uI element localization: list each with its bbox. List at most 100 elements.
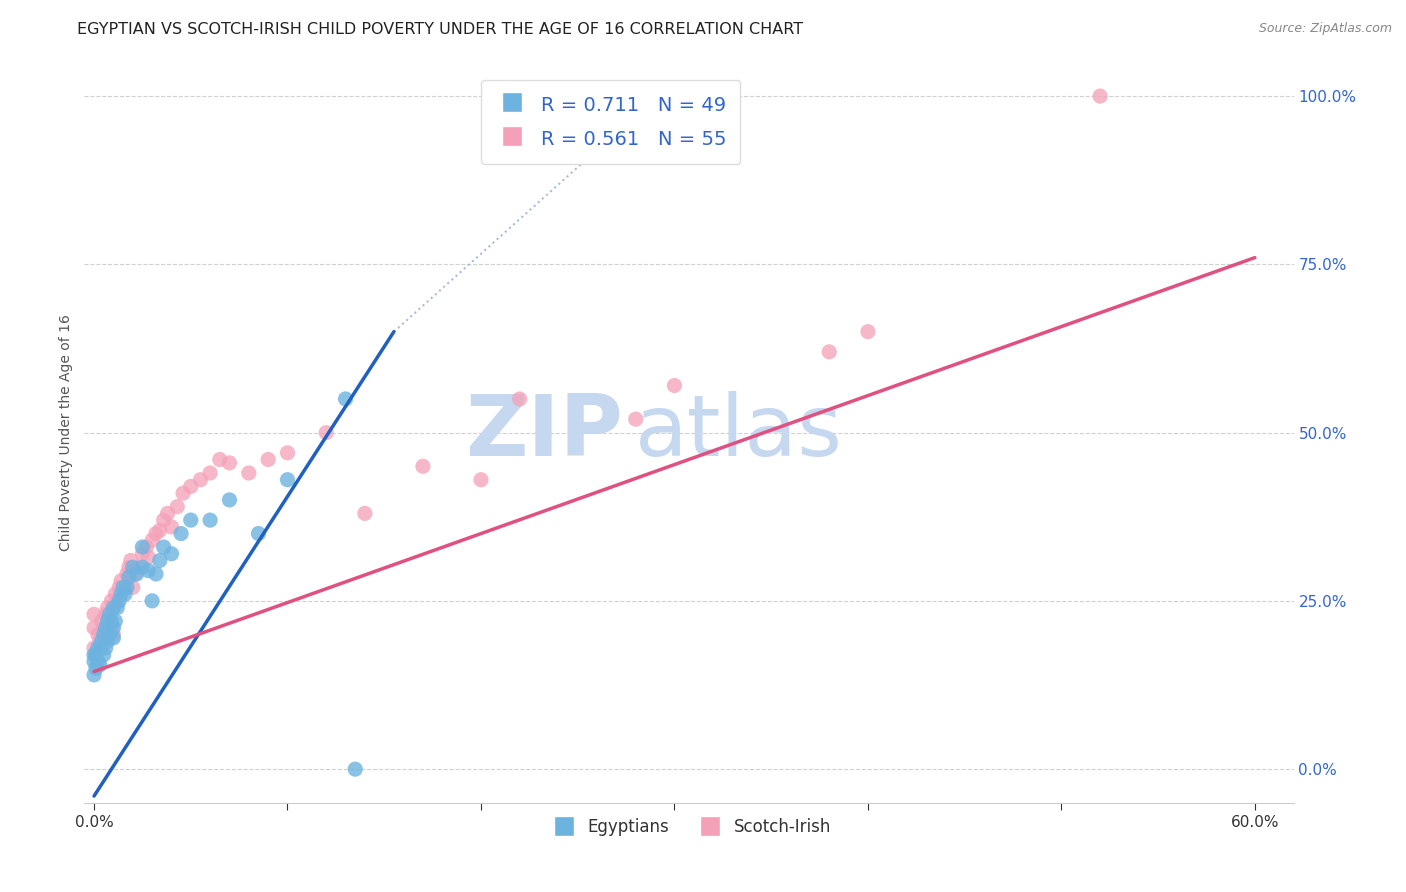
Point (97, 614, 120, 628)
Point (100, 614, 122, 628)
Point (115, 581, 138, 595)
Point (160, 520, 183, 534)
Point (93, 648, 115, 662)
Point (97, 600, 120, 615)
Point (172, 486, 194, 500)
Point (103, 600, 125, 615)
Point (83, 621, 105, 635)
Point (89, 634, 111, 648)
Point (103, 621, 125, 635)
Point (856, 325, 879, 339)
Point (131, 560, 153, 574)
Point (112, 583, 135, 598)
Point (276, 473, 298, 487)
Point (100, 594, 122, 608)
Point (121, 560, 143, 574)
Point (818, 344, 841, 359)
Point (89, 657, 111, 672)
Point (141, 533, 163, 548)
Point (156, 507, 179, 521)
Point (83, 607, 105, 622)
Text: ZIP: ZIP (465, 391, 623, 475)
Point (315, 425, 337, 440)
Point (141, 594, 163, 608)
Point (105, 594, 128, 608)
Legend: Egyptians, Scotch-Irish: Egyptians, Scotch-Irish (540, 811, 838, 843)
Point (118, 570, 141, 584)
Point (98, 627, 121, 641)
Point (247, 526, 270, 541)
Point (110, 587, 132, 601)
Point (276, 446, 298, 460)
Point (257, 452, 280, 467)
Point (94, 607, 117, 622)
Y-axis label: Child Poverty Under the Age of 16: Child Poverty Under the Age of 16 (59, 314, 73, 551)
Point (83, 640, 105, 655)
Point (97, 634, 120, 648)
Point (103, 627, 125, 641)
Point (664, 378, 686, 392)
Point (149, 523, 172, 537)
Point (89, 640, 111, 655)
Point (136, 550, 159, 565)
Point (93, 627, 115, 641)
Point (94, 640, 117, 655)
Point (335, 392, 357, 406)
Point (198, 513, 221, 527)
Point (93, 621, 115, 635)
Point (90, 614, 112, 628)
Point (105, 600, 128, 615)
Point (654, 89, 676, 103)
Point (412, 459, 434, 474)
Point (149, 553, 172, 567)
Point (83, 648, 105, 662)
Point (218, 492, 240, 507)
Point (624, 412, 647, 426)
Point (87, 627, 110, 641)
Point (131, 540, 153, 554)
Point (90, 634, 112, 648)
Point (108, 581, 131, 595)
Point (124, 566, 146, 581)
Point (114, 587, 136, 601)
Point (118, 560, 141, 574)
Point (170, 526, 193, 541)
Point (160, 547, 183, 561)
Point (152, 513, 174, 527)
Point (131, 547, 153, 561)
Point (509, 392, 531, 406)
Point (83, 655, 105, 669)
Point (1088, 89, 1111, 103)
Point (84, 648, 107, 662)
Point (354, 507, 377, 521)
Point (125, 566, 148, 581)
Point (238, 466, 260, 480)
Point (98, 614, 121, 628)
Point (84, 661, 107, 675)
Point (108, 594, 131, 608)
Point (470, 473, 492, 487)
Point (198, 466, 221, 480)
Point (104, 587, 127, 601)
Point (121, 581, 143, 595)
Point (120, 553, 142, 567)
Point (98, 607, 121, 622)
Point (135, 540, 157, 554)
Point (94, 621, 117, 635)
Point (128, 560, 150, 574)
Point (208, 452, 231, 467)
Point (103, 631, 125, 645)
Point (114, 581, 136, 595)
Point (115, 566, 138, 581)
Point (180, 513, 202, 527)
Point (104, 614, 127, 628)
Point (83, 668, 105, 682)
Point (84, 648, 107, 662)
Point (136, 564, 159, 578)
Point (87, 640, 110, 655)
Point (103, 600, 125, 615)
Point (218, 456, 240, 470)
Point (166, 500, 188, 514)
Point (344, 762, 367, 776)
Point (110, 574, 132, 588)
